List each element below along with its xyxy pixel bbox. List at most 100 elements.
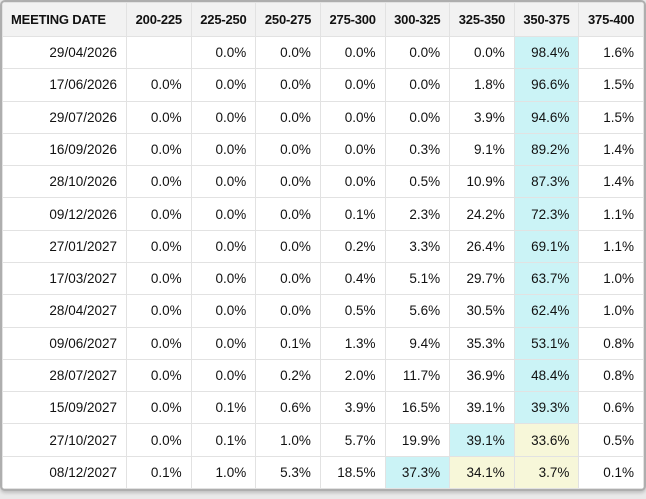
probability-cell: 5.3% bbox=[255, 455, 321, 489]
probability-cell: 36.9% bbox=[449, 358, 515, 393]
probability-cell-highlighted-yellow: 3.7% bbox=[513, 455, 580, 489]
probability-cell: 0.0% bbox=[126, 423, 192, 457]
probability-cell: 0.0% bbox=[384, 35, 451, 70]
table-row: 29/04/2026 0.0% 0.0% 0.0% 0.0% 0.0% 98.4% 1.6% bbox=[2, 35, 644, 70]
probability-cell: 0.0% bbox=[190, 261, 257, 296]
probability-cell: 0.1% bbox=[578, 455, 644, 489]
table-row: 16/09/2026 0.0% 0.0% 0.0% 0.0% 0.3% 9.1% 89.2% 1… bbox=[2, 132, 644, 167]
probability-cell: 1.6% bbox=[578, 35, 644, 70]
meeting-date-cell: 28/04/2027 bbox=[2, 294, 127, 328]
column-header-250-275: 250-275 bbox=[255, 2, 321, 37]
probability-cell: 0.0% bbox=[319, 68, 386, 102]
probability-cell-highlighted-cyan: 39.3% bbox=[513, 391, 580, 425]
probability-cell: 0.0% bbox=[255, 100, 321, 134]
probability-cell: 26.4% bbox=[449, 229, 515, 263]
probability-cell-highlighted-cyan: 69.1% bbox=[513, 229, 580, 263]
probability-cell: 19.9% bbox=[384, 423, 451, 457]
probability-cell: 0.0% bbox=[190, 229, 257, 263]
column-header-375-400: 375-400 bbox=[578, 2, 644, 37]
probability-cell: 0.0% bbox=[126, 165, 192, 199]
probability-cell-highlighted-cyan: 89.2% bbox=[513, 132, 580, 167]
probability-cell-highlighted-cyan: 72.3% bbox=[513, 197, 580, 231]
meeting-date-cell: 27/01/2027 bbox=[2, 229, 127, 263]
header-row: MEETING DATE 200-225 225-250 250-275 275-300… bbox=[2, 2, 644, 37]
column-header-350-375: 350-375 bbox=[513, 2, 580, 37]
probability-cell: 0.1% bbox=[126, 455, 192, 489]
column-header-meeting-date: MEETING DATE bbox=[2, 2, 127, 37]
probability-cell: 1.0% bbox=[578, 261, 644, 296]
probability-cell-highlighted-cyan: 39.1% bbox=[449, 423, 515, 457]
probability-cell: 0.0% bbox=[126, 132, 192, 167]
probability-cell: 0.0% bbox=[126, 294, 192, 328]
table-header: MEETING DATE 200-225 225-250 250-275 275-300… bbox=[2, 2, 644, 37]
probability-cell: 0.0% bbox=[319, 165, 386, 199]
probability-cell: 0.0% bbox=[255, 68, 321, 102]
probability-cell: 0.0% bbox=[126, 68, 192, 102]
probability-cell: 3.9% bbox=[449, 100, 515, 134]
probability-cell: 0.0% bbox=[449, 35, 515, 70]
column-header-300-325: 300-325 bbox=[384, 2, 451, 37]
probability-cell: 1.0% bbox=[578, 294, 644, 328]
table-row: 09/12/2026 0.0% 0.0% 0.0% 0.1% 2.3% 24.2% 72.3%… bbox=[2, 197, 644, 231]
meeting-date-cell: 16/09/2026 bbox=[2, 132, 127, 167]
probability-cell: 1.5% bbox=[578, 68, 644, 102]
probability-cell: 0.0% bbox=[319, 132, 386, 167]
probability-cell-highlighted-cyan: 87.3% bbox=[513, 165, 580, 199]
probability-cell: 9.1% bbox=[449, 132, 515, 167]
probability-cell bbox=[126, 35, 192, 70]
table-row: 28/10/2026 0.0% 0.0% 0.0% 0.0% 0.5% 10.9% 87.3%… bbox=[2, 165, 644, 199]
probability-cell: 0.0% bbox=[126, 326, 192, 360]
probability-cell: 0.2% bbox=[319, 229, 386, 263]
probability-cell: 0.6% bbox=[578, 391, 644, 425]
probability-cell: 0.8% bbox=[578, 326, 644, 360]
probability-cell: 0.8% bbox=[578, 358, 644, 393]
probability-cell: 0.0% bbox=[126, 100, 192, 134]
table-row: 09/06/2027 0.0% 0.0% 0.1% 1.3% 9.4% 35.3% 53.1%… bbox=[2, 326, 644, 360]
probability-cell: 35.3% bbox=[449, 326, 515, 360]
meeting-date-cell: 28/07/2027 bbox=[2, 358, 127, 393]
table-row: 27/10/2027 0.0% 0.1% 1.0% 5.7% 19.9% 39.1% 33.6… bbox=[2, 423, 644, 457]
probability-cell-highlighted-yellow: 33.6% bbox=[513, 423, 580, 457]
probability-cell-highlighted-cyan: 53.1% bbox=[513, 326, 580, 360]
probability-cell: 1.3% bbox=[319, 326, 386, 360]
probability-cell: 0.0% bbox=[126, 358, 192, 393]
probability-cell: 0.5% bbox=[384, 165, 451, 199]
probability-cell: 0.1% bbox=[190, 391, 257, 425]
table-row: 17/03/2027 0.0% 0.0% 0.0% 0.4% 5.1% 29.7% 63.7%… bbox=[2, 261, 644, 296]
probability-cell-highlighted-yellow: 34.1% bbox=[449, 455, 515, 489]
probability-cell: 10.9% bbox=[449, 165, 515, 199]
probability-cell: 0.0% bbox=[126, 197, 192, 231]
probability-cell: 1.0% bbox=[255, 423, 321, 457]
probability-cell: 0.0% bbox=[190, 132, 257, 167]
meeting-date-cell: 17/06/2026 bbox=[2, 68, 127, 102]
probability-cell: 16.5% bbox=[384, 391, 451, 425]
probability-cell: 1.0% bbox=[190, 455, 257, 489]
probability-cell: 0.0% bbox=[255, 229, 321, 263]
probability-cell: 0.0% bbox=[319, 35, 386, 70]
probability-cell: 30.5% bbox=[449, 294, 515, 328]
probability-cell: 1.4% bbox=[578, 132, 644, 167]
probability-cell: 0.0% bbox=[190, 197, 257, 231]
probability-cell: 0.0% bbox=[190, 165, 257, 199]
probability-cell-highlighted-cyan: 96.6% bbox=[513, 68, 580, 102]
meeting-date-cell: 17/03/2027 bbox=[2, 261, 127, 296]
probability-cell: 0.0% bbox=[255, 294, 321, 328]
probability-cell: 0.0% bbox=[126, 261, 192, 296]
probability-cell: 11.7% bbox=[384, 358, 451, 393]
probability-cell: 0.0% bbox=[126, 229, 192, 263]
meeting-date-cell: 09/12/2026 bbox=[2, 197, 127, 231]
probability-cell: 5.7% bbox=[319, 423, 386, 457]
meeting-date-cell: 29/04/2026 bbox=[2, 35, 127, 70]
probability-cell: 1.1% bbox=[578, 229, 644, 263]
probability-cell: 0.0% bbox=[255, 197, 321, 231]
probability-cell: 0.0% bbox=[319, 100, 386, 134]
meeting-date-cell: 29/07/2026 bbox=[2, 100, 127, 134]
meeting-date-cell: 09/06/2027 bbox=[2, 326, 127, 360]
rate-probability-table: MEETING DATE 200-225 225-250 250-275 275-300… bbox=[2, 2, 644, 489]
probability-cell: 0.1% bbox=[190, 423, 257, 457]
probability-cell: 0.4% bbox=[319, 261, 386, 296]
probability-cell: 29.7% bbox=[449, 261, 515, 296]
probability-cell-highlighted-cyan: 62.4% bbox=[513, 294, 580, 328]
column-header-325-350: 325-350 bbox=[449, 2, 515, 37]
